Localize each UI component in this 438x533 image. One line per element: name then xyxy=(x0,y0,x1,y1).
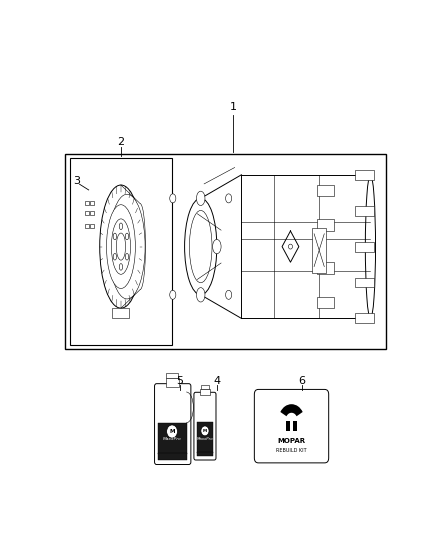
Ellipse shape xyxy=(106,205,135,288)
Ellipse shape xyxy=(109,194,145,299)
Bar xyxy=(166,378,179,387)
Bar xyxy=(158,423,187,455)
Bar xyxy=(85,211,89,215)
Bar xyxy=(166,373,178,378)
Ellipse shape xyxy=(111,219,131,274)
Bar xyxy=(293,421,297,432)
Ellipse shape xyxy=(365,175,375,318)
Circle shape xyxy=(166,425,177,438)
Text: 3: 3 xyxy=(73,176,80,186)
Bar xyxy=(158,453,187,460)
Text: MOPAR: MOPAR xyxy=(277,439,306,445)
Ellipse shape xyxy=(113,254,117,260)
Text: MaxxPro: MaxxPro xyxy=(197,437,213,441)
Bar xyxy=(85,224,89,228)
Circle shape xyxy=(289,244,293,249)
Bar xyxy=(355,170,374,180)
Text: 6: 6 xyxy=(298,376,305,386)
Bar xyxy=(317,262,334,274)
Ellipse shape xyxy=(125,233,129,240)
Ellipse shape xyxy=(100,185,142,308)
Text: MaxxPro: MaxxPro xyxy=(163,437,181,440)
Ellipse shape xyxy=(113,233,117,240)
Bar xyxy=(65,154,386,349)
Bar xyxy=(317,185,334,196)
Ellipse shape xyxy=(212,239,221,254)
Text: 2: 2 xyxy=(117,137,124,147)
FancyBboxPatch shape xyxy=(194,392,216,460)
Text: M: M xyxy=(203,429,207,433)
Bar xyxy=(355,313,374,324)
Ellipse shape xyxy=(197,191,205,206)
Ellipse shape xyxy=(170,290,176,300)
Ellipse shape xyxy=(226,194,232,203)
Text: 1: 1 xyxy=(230,102,237,112)
FancyBboxPatch shape xyxy=(155,384,191,465)
Text: 5: 5 xyxy=(176,376,183,386)
Ellipse shape xyxy=(170,194,176,203)
Circle shape xyxy=(201,426,209,436)
Bar xyxy=(85,201,89,205)
Bar xyxy=(197,422,213,453)
Ellipse shape xyxy=(125,254,129,260)
Bar xyxy=(90,211,95,215)
Ellipse shape xyxy=(119,223,123,230)
Bar xyxy=(317,297,334,309)
FancyBboxPatch shape xyxy=(254,390,328,463)
Bar xyxy=(355,278,374,287)
Bar xyxy=(355,206,374,216)
Bar xyxy=(355,241,374,252)
Bar xyxy=(286,421,290,432)
Ellipse shape xyxy=(116,233,126,260)
Ellipse shape xyxy=(184,198,217,295)
Ellipse shape xyxy=(197,288,205,302)
Bar xyxy=(90,201,95,205)
Bar xyxy=(113,308,130,318)
Bar xyxy=(317,219,334,231)
Bar xyxy=(70,158,172,345)
Ellipse shape xyxy=(226,290,232,300)
Bar xyxy=(201,385,209,390)
Text: M: M xyxy=(170,429,175,434)
Bar xyxy=(200,389,210,395)
Bar xyxy=(197,452,213,456)
Text: 4: 4 xyxy=(213,376,220,386)
Wedge shape xyxy=(280,404,303,416)
Bar xyxy=(90,224,95,228)
Ellipse shape xyxy=(189,211,212,283)
Text: REBUILD KIT: REBUILD KIT xyxy=(276,448,307,453)
Ellipse shape xyxy=(119,264,123,270)
Bar xyxy=(312,228,326,273)
